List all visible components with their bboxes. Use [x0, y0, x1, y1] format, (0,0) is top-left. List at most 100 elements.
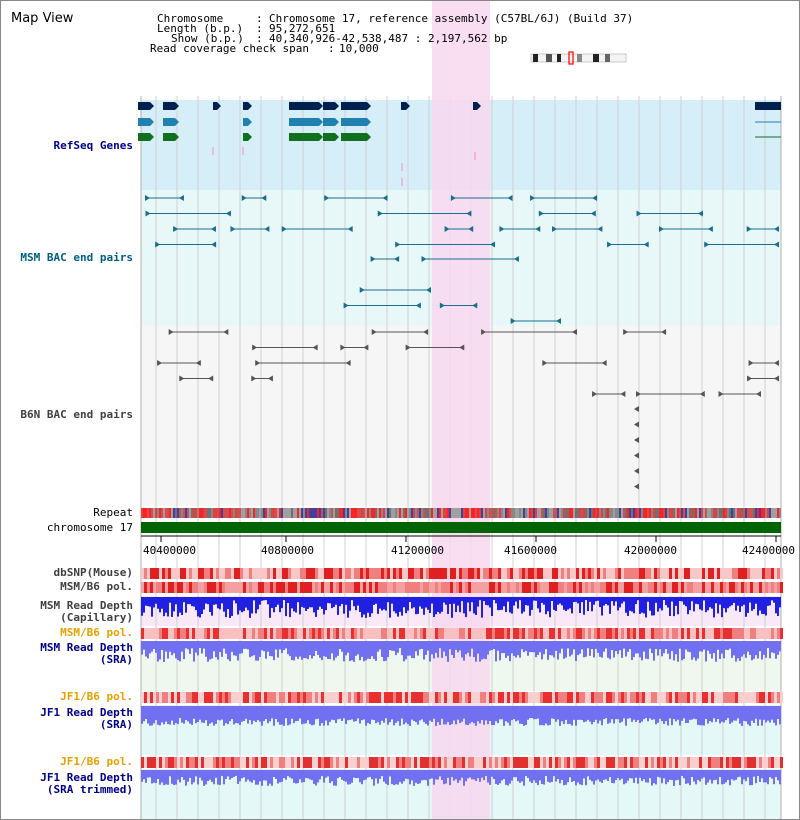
track-label-jf1-b6-pol-2[interactable]: JF1/B6 pol. [60, 755, 133, 768]
track-label-jf1-depth-sra[interactable]: JF1 Read Depth [40, 706, 133, 719]
polymorphism-heat-cell [576, 757, 579, 768]
polymorphism-heat-cell [579, 692, 582, 703]
read-depth-bar [743, 597, 745, 605]
read-depth-bar [223, 706, 225, 726]
read-depth-bar [241, 706, 243, 722]
repeat-segment [373, 508, 375, 518]
read-depth-bar [167, 641, 169, 659]
polymorphism-heat-cell [522, 628, 525, 639]
repeat-segment [311, 508, 313, 518]
polymorphism-heat-cell [552, 757, 555, 768]
track-label-chromosome[interactable]: chromosome 17 [46, 521, 133, 534]
read-depth-bar [517, 706, 519, 721]
chromosome-label: Chromosome [157, 12, 224, 25]
read-depth-bar [771, 597, 773, 601]
repeat-segment [675, 508, 677, 518]
track-label-b6n-bac[interactable]: B6N BAC end pairs [20, 408, 133, 421]
track-label-msm-bac[interactable]: MSM BAC end pairs [20, 251, 133, 264]
read-depth-bar [411, 597, 413, 609]
polymorphism-heat-cell [756, 628, 759, 639]
track-label-msm-b6-pol[interactable]: MSM/B6 pol. [60, 580, 133, 593]
read-depth-bar [253, 706, 255, 721]
read-depth-bar [163, 770, 165, 786]
read-depth-bar [517, 597, 519, 609]
read-depth-bar [533, 770, 535, 781]
polymorphism-heat-cell [267, 628, 270, 639]
track-label-repeat[interactable]: Repeat [93, 506, 133, 519]
repeat-segment [275, 508, 277, 518]
track-label-jf1-depth-trimmed[interactable]: JF1 Read Depth [40, 771, 133, 784]
read-depth-bar [433, 770, 435, 785]
polymorphism-heat-cell [720, 628, 723, 639]
track-label-jf1-b6-pol[interactable]: JF1/B6 pol. [60, 690, 133, 703]
polymorphism-heat-cell [765, 582, 768, 593]
polymorphism-heat-cell [456, 568, 459, 579]
polymorphism-heat-cell [486, 568, 489, 579]
read-depth-bar [741, 641, 743, 657]
polymorphism-heat-cell [144, 582, 147, 593]
polymorphism-heat-cell [273, 568, 276, 579]
polymorphism-heat-cell [243, 757, 246, 768]
read-depth-bar [673, 770, 675, 786]
read-depth-bar [179, 706, 181, 719]
polymorphism-heat-cell [735, 582, 738, 593]
track-label-msm-depth-capillary[interactable]: MSM Read Depth [40, 599, 133, 612]
read-depth-bar [631, 597, 633, 612]
read-depth-bar [569, 706, 571, 724]
polymorphism-heat-cell [438, 582, 441, 593]
read-depth-bar [695, 597, 697, 604]
read-depth-bar [187, 706, 189, 722]
read-depth-bar [583, 706, 585, 723]
read-depth-bar [723, 770, 725, 784]
repeat-segment [335, 508, 337, 518]
read-depth-bar [749, 641, 751, 655]
polymorphism-heat-cell [699, 692, 702, 703]
polymorphism-heat-cell [207, 757, 210, 768]
read-depth-bar [387, 770, 389, 786]
read-depth-bar [765, 770, 767, 783]
read-depth-bar [175, 597, 177, 605]
read-depth-bar [525, 597, 527, 606]
repeat-segment [647, 508, 649, 518]
track-label-msm-b6-pol-2[interactable]: MSM/B6 pol. [60, 626, 133, 639]
read-depth-bar [479, 770, 481, 782]
polymorphism-heat-cell [408, 628, 411, 639]
polymorphism-heat-cell [234, 757, 237, 768]
polymorphism-heat-cell [666, 692, 669, 703]
polymorphism-heat-cell [141, 757, 144, 768]
read-depth-bar [553, 770, 555, 777]
read-depth-bar [537, 641, 539, 655]
polymorphism-heat-cell [588, 692, 591, 703]
read-depth-bar [601, 770, 603, 783]
polymorphism-heat-cell [438, 568, 441, 579]
read-depth-bar [357, 597, 359, 606]
polymorphism-heat-cell [498, 757, 501, 768]
track-label-refseq[interactable]: RefSeq Genes [53, 139, 133, 152]
polymorphism-heat-cell [645, 582, 648, 593]
polymorphism-heat-cell [279, 692, 282, 703]
read-depth-bar [649, 770, 651, 779]
polymorphism-heat-cell [534, 757, 537, 768]
read-depth-bar [443, 706, 445, 725]
read-depth-bar [475, 641, 477, 662]
read-depth-bar [521, 770, 523, 782]
track-label-msm-depth-sra[interactable]: MSM Read Depth [40, 641, 133, 654]
polymorphism-heat-cell [591, 628, 594, 639]
polymorphism-heat-cell [156, 582, 159, 593]
repeat-segment [581, 508, 583, 518]
polymorphism-heat-cell [513, 757, 516, 768]
bac-end-marker [774, 226, 779, 232]
read-depth-bar [751, 597, 753, 611]
read-depth-bar [407, 770, 409, 780]
polymorphism-heat-cell [753, 582, 756, 593]
polymorphism-heat-cell [228, 757, 231, 768]
read-depth-bar [751, 770, 753, 786]
polymorphism-heat-cell [651, 582, 654, 593]
read-depth-bar [655, 706, 657, 725]
track-label-dbsnp[interactable]: dbSNP(Mouse) [53, 566, 133, 579]
polymorphism-heat-cell [735, 757, 738, 768]
polymorphism-heat-cell [204, 628, 207, 639]
read-depth-bar [153, 641, 155, 649]
read-depth-bar [227, 706, 229, 725]
